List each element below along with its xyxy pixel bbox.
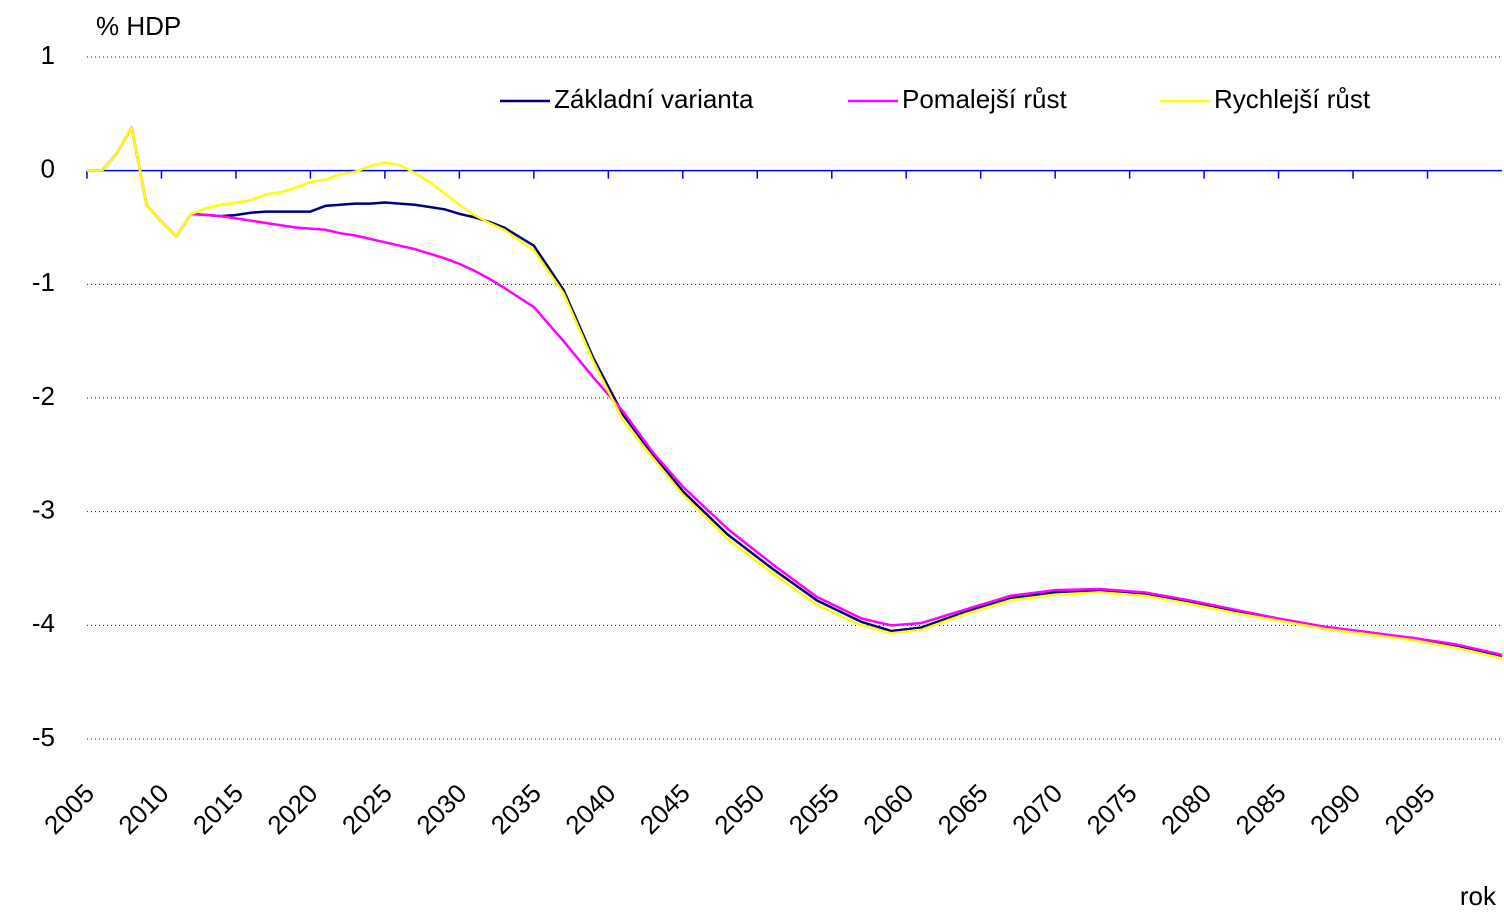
y-tick-label: -2: [32, 381, 55, 411]
x-tick-label: 2035: [485, 778, 547, 840]
legend-label: Rychlejší růst: [1214, 84, 1371, 114]
x-tick-label: 2025: [336, 778, 398, 840]
x-tick-label: 2080: [1155, 778, 1217, 840]
x-tick-label: 2065: [932, 778, 994, 840]
x-tick-label: 2020: [261, 778, 323, 840]
y-axis-label: % HDP: [96, 11, 181, 41]
x-tick-label: 2060: [857, 778, 919, 840]
x-tick-label: 2045: [634, 778, 696, 840]
x-tick-label: 2095: [1379, 778, 1441, 840]
y-tick-label: -3: [32, 495, 55, 525]
series-line: [87, 126, 1503, 660]
legend-label: Základní varianta: [554, 84, 754, 114]
y-tick-label: -5: [32, 722, 55, 752]
legend-label: Pomalejší růst: [902, 84, 1067, 114]
y-tick-label: -1: [32, 267, 55, 297]
x-tick-label: 2050: [708, 778, 770, 840]
x-tick-label: 2085: [1230, 778, 1292, 840]
x-tick-label: 2075: [1081, 778, 1143, 840]
x-tick-label: 2015: [187, 778, 249, 840]
x-tick-label: 2005: [38, 778, 100, 840]
y-tick-label: 1: [41, 40, 55, 70]
x-tick-label: 2030: [410, 778, 472, 840]
y-tick-label: -4: [32, 608, 55, 638]
series-line: [87, 126, 1503, 658]
x-tick-label: 2055: [783, 778, 845, 840]
x-axis-label: rok: [1460, 881, 1497, 911]
x-tick-label: 2070: [1006, 778, 1068, 840]
x-tick-label: 2040: [559, 778, 621, 840]
series-line: [87, 126, 1503, 657]
y-tick-label: 0: [41, 154, 55, 184]
x-tick-label: 2010: [112, 778, 174, 840]
x-tick-label: 2090: [1304, 778, 1366, 840]
